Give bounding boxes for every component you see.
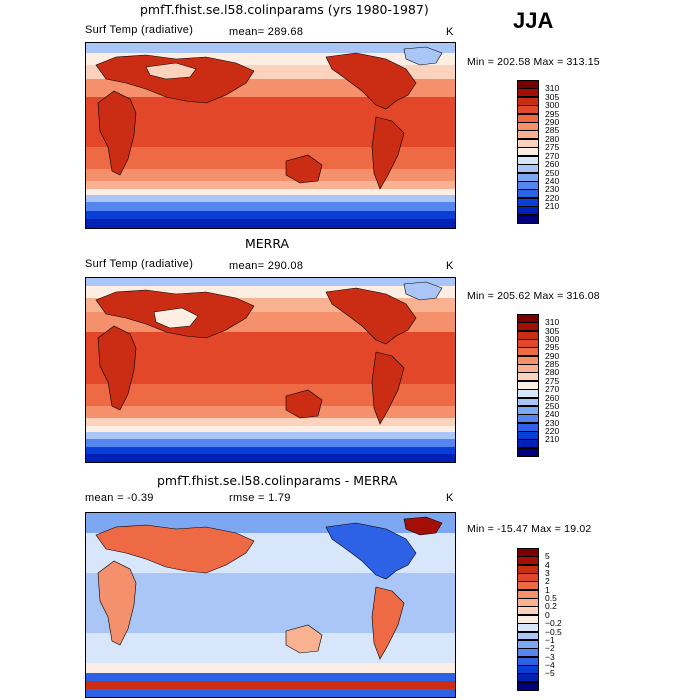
colorbar: 5 4 3 2 1 0.5 0.2 0 −0.2 −0.5 −1 −2 −3 −4 −5 [517,548,562,691]
colorbar-label: 1 [545,584,550,595]
colorbar: 310 305 300 295 290 285 280 275 270 260 250 240 230 2… [517,314,559,457]
colorbar-label: −4 [545,659,555,670]
mean-diff-label: mean = -0.39 [85,492,154,504]
colorbar-label: 0.5 [545,593,557,604]
colorbar-label: 310 [545,83,560,94]
unit-label: K [446,260,454,272]
colorbar-label: 285 [545,125,560,136]
colorbar-label: −3 [545,651,555,662]
temperature-map [85,277,456,463]
colorbar-label: 270 [545,384,560,395]
colorbar-label: 275 [545,142,560,153]
colorbar-label: 250 [545,167,560,178]
colorbar-label: 260 [545,392,560,403]
colorbar-label: 290 [545,350,560,361]
colorbar-label: 230 [545,417,560,428]
colorbar-label: 300 [545,334,560,345]
colorbar-label: 2 [545,576,550,587]
colorbar-label: 240 [545,175,560,186]
colorbar-swatch [517,681,539,691]
colorbar-label: 210 [545,201,560,212]
unit-label: K [446,492,454,504]
colorbar-label: 230 [545,184,560,195]
panel-title: MERRA [245,236,290,251]
colorbar-label: 0 [545,609,550,620]
unit-label: K [446,26,454,38]
colorbar-label: 0.2 [545,601,557,612]
colorbar-label: −0.2 [545,618,562,629]
colorbar-label: 3 [545,568,550,579]
minmax-label: Min = 202.58 Max = 313.15 [467,56,600,68]
colorbar-label: 275 [545,375,560,386]
colorbar-label: 240 [545,409,560,420]
colorbar-label: 305 [545,325,560,336]
colorbar-label: 270 [545,150,560,161]
colorbar-label: 280 [545,133,560,144]
minmax-label: Min = -15.47 Max = 19.02 [467,523,592,535]
colorbar-label: 220 [545,425,560,436]
colorbar-label: 305 [545,91,560,102]
colorbar-label: −1 [545,634,555,645]
minmax-label: Min = 205.62 Max = 316.08 [467,290,600,302]
colorbar-label: 5 [545,551,550,562]
colorbar-label: 295 [545,108,560,119]
variable-label: Surf Temp (radiative) [85,258,194,270]
colorbar-label: 310 [545,317,560,328]
temperature-map [85,42,456,229]
rmse-label: rmse = 1.79 [229,492,291,504]
colorbar-label: 210 [545,434,560,445]
colorbar-label: 260 [545,159,560,170]
colorbar-label: 250 [545,400,560,411]
colorbar-swatch [517,447,539,457]
mean-label: mean= 289.68 [229,26,304,38]
season-label: JJA [513,8,554,33]
colorbar-swatch [517,214,539,224]
colorbar-label: −2 [545,643,555,654]
panel-title: pmfT.fhist.se.l58.colinparams (yrs 1980-… [140,2,429,17]
difference-map [85,512,456,698]
panel-title: pmfT.fhist.se.l58.colinparams - MERRA [157,473,398,488]
mean-label: mean= 290.08 [229,260,304,272]
colorbar-label: 300 [545,100,560,111]
colorbar-label: −5 [545,668,555,679]
colorbar-label: 295 [545,342,560,353]
colorbar: 310 305 300 295 290 285 280 275 270 260 250 240 230 2… [517,80,559,224]
colorbar-label: 285 [545,359,560,370]
colorbar-label: −0.5 [545,626,562,637]
colorbar-label: 220 [545,192,560,203]
variable-label: Surf Temp (radiative) [85,24,194,36]
colorbar-label: 280 [545,367,560,378]
colorbar-label: 290 [545,117,560,128]
colorbar-label: 4 [545,559,550,570]
